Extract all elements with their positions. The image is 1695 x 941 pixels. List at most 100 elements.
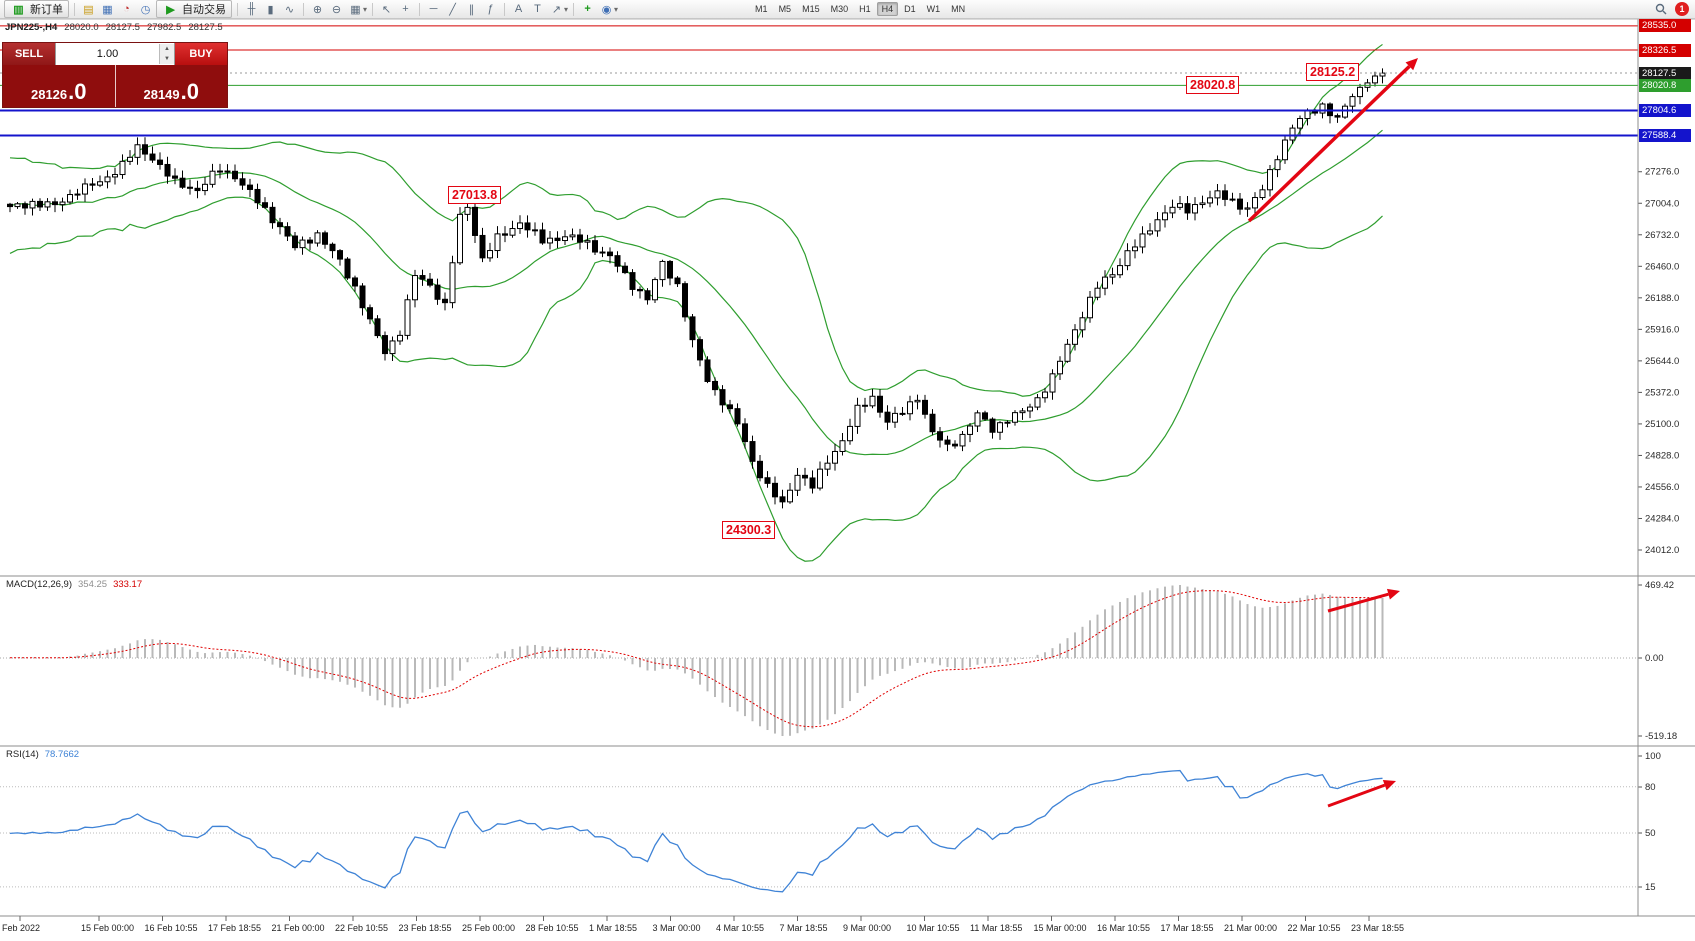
alerts-icon[interactable]: ◔ [123, 3, 130, 15]
trend-arrows[interactable] [1247, 58, 1418, 808]
timeframe-button-MN[interactable]: MN [951, 4, 966, 14]
rsi-line [9, 769, 1383, 893]
dropdown-arrow-icon[interactable]: ▾ [363, 4, 368, 14]
buy-price[interactable]: 28149 .0 [116, 65, 228, 107]
auto-trading-button[interactable]: ▶ 自动交易 [156, 0, 232, 18]
horizontal-lines[interactable] [0, 25, 1638, 137]
rsi-axis-labels: 100 80 50 15 [1638, 751, 1661, 893]
fibonacci-icon[interactable]: ƒ [487, 3, 494, 15]
timeframe-button-W1[interactable]: W1 [926, 4, 941, 14]
volume-spinner[interactable]: ▲ ▼ [159, 44, 174, 64]
time-label: 4 Mar 10:55 [716, 923, 764, 933]
line-chart-icon[interactable]: ∿ [284, 3, 295, 16]
toolbar-separator [303, 2, 304, 16]
timeframe-button-M15[interactable]: M15 [802, 4, 820, 14]
channel-icon[interactable]: ∥ [468, 3, 475, 16]
horizontal-line-icon[interactable]: ─ [429, 3, 438, 15]
trendline-icon[interactable]: ╱ [449, 3, 456, 16]
chart-window-icon[interactable]: ▤ [83, 3, 94, 16]
time-label: 3 Mar 00:00 [653, 923, 701, 933]
time-label: 15 Mar 00:00 [1034, 923, 1087, 933]
price-callout-24300.3[interactable]: 24300.3 [722, 521, 776, 539]
price-callout-28125.2[interactable]: 28125.2 [1306, 63, 1360, 81]
cursor-icon[interactable]: ↖ [381, 3, 392, 16]
price-callout-28020.8[interactable]: 28020.8 [1186, 76, 1240, 94]
label-icon[interactable]: T [534, 3, 541, 15]
svg-text:24828.0: 24828.0 [1645, 450, 1679, 461]
price-axis-labels[interactable]: 27276.0 27004.0 26732.0 26460.0 26188.0 25916… [1638, 167, 1679, 556]
time-label: 23 Mar 18:55 [1351, 923, 1404, 933]
trend-arrow[interactable] [1327, 783, 1386, 808]
bar-chart-icon[interactable]: ╫ [247, 3, 256, 15]
time-label: 23 Feb 18:55 [399, 923, 452, 933]
price-axis-label-28127.5: 28127.5 [1639, 66, 1691, 80]
time-label: Feb 2022 [2, 923, 40, 933]
ohlc-close: 28127.5 [188, 22, 223, 33]
rsi-indicator [0, 769, 1638, 893]
toolbar-right: 1 [1652, 1, 1691, 17]
crosshair-icon[interactable]: + [402, 3, 409, 15]
tile-windows-icon[interactable]: ▦ [350, 3, 361, 16]
zoom-in-icon[interactable]: ⊕ [312, 3, 323, 16]
volume-down-icon[interactable]: ▼ [160, 54, 174, 64]
svg-text:27276.0: 27276.0 [1645, 167, 1679, 178]
timeframe-button-M30[interactable]: M30 [830, 4, 849, 14]
bb-upper-band [9, 43, 1383, 397]
trend-arrow-head [1405, 58, 1418, 71]
toolbar-separator [74, 2, 75, 16]
price-axis-label-27588.4: 27588.4 [1639, 129, 1691, 143]
svg-text:25100.0: 25100.0 [1645, 419, 1679, 430]
period-icon[interactable]: ◉ [601, 3, 612, 16]
macd-signal-value: 333.17 [113, 579, 143, 590]
candlestick-icon[interactable]: ▮ [267, 3, 274, 16]
indicator-add-icon[interactable]: + [584, 3, 591, 15]
dropdown-arrow-icon[interactable]: ▾ [614, 4, 619, 14]
ohlc-low: 27982.5 [146, 22, 182, 33]
svg-text:24012.0: 24012.0 [1645, 545, 1679, 556]
price-axis-label-28020.8: 28020.8 [1639, 78, 1691, 92]
buy-button[interactable]: BUY [175, 43, 227, 65]
svg-text:469.42: 469.42 [1645, 580, 1674, 591]
timeframe-button-M5[interactable]: M5 [778, 4, 792, 14]
clock-icon[interactable]: ◷ [140, 3, 151, 16]
trend-arrow[interactable] [1247, 65, 1411, 223]
price-callout-27013.8[interactable]: 27013.8 [448, 186, 502, 204]
search-icon[interactable] [1652, 1, 1669, 17]
sell-button[interactable]: SELL [3, 43, 55, 65]
volume-input[interactable]: 1.00 ▲ ▼ [55, 43, 175, 65]
svg-text:26732.0: 26732.0 [1645, 230, 1679, 241]
toolbar-separator [237, 2, 238, 16]
rsi-name: RSI(14) [6, 749, 39, 760]
time-label: 21 Mar 00:00 [1224, 923, 1277, 933]
time-axis[interactable]: Feb 2022 15 Feb 00:00 16 Feb 10:55 17 Feb 1… [2, 916, 1404, 933]
macd-indicator [0, 585, 1638, 736]
notification-badge[interactable]: 1 [1675, 2, 1689, 16]
text-icon[interactable]: A [514, 3, 523, 15]
dropdown-arrow-icon[interactable]: ▾ [564, 4, 569, 14]
timeframe-button-H1[interactable]: H1 [859, 4, 871, 14]
time-label: 22 Feb 10:55 [335, 923, 388, 933]
svg-text:0.00: 0.00 [1645, 653, 1664, 664]
svg-text:15: 15 [1645, 882, 1656, 893]
panel-frames[interactable] [0, 18, 1695, 918]
time-label: 15 Feb 00:00 [81, 923, 134, 933]
new-order-button[interactable]: ▥ 新订单 [4, 0, 69, 18]
arrow-tool-icon[interactable]: ↗ [551, 3, 562, 16]
symbol-period-label: JPN225-,H4 [5, 22, 58, 33]
candlestick-series [7, 68, 1386, 509]
volume-up-icon[interactable]: ▲ [160, 44, 174, 54]
timeframe-button-D1[interactable]: D1 [904, 4, 916, 14]
timeframe-button-H4[interactable]: H4 [876, 2, 899, 16]
timeframe-button-M1[interactable]: M1 [755, 4, 768, 14]
ohlc-high: 28127.5 [105, 22, 140, 33]
trend-arrow[interactable] [1327, 592, 1389, 613]
macd-axis-labels: 469.42 0.00 -519.18 [1638, 580, 1677, 742]
zoom-out-icon[interactable]: ⊖ [331, 3, 342, 16]
timeframe-buttons: M1 M5 M15 M30 H1 H4 D1 W1 MN [750, 2, 970, 16]
toolbar-separator [573, 2, 575, 16]
sell-price[interactable]: 28126 .0 [3, 65, 116, 107]
price-axis-label-28535.0: 28535.0 [1639, 19, 1691, 33]
profile-icon[interactable]: ▦ [102, 3, 113, 16]
